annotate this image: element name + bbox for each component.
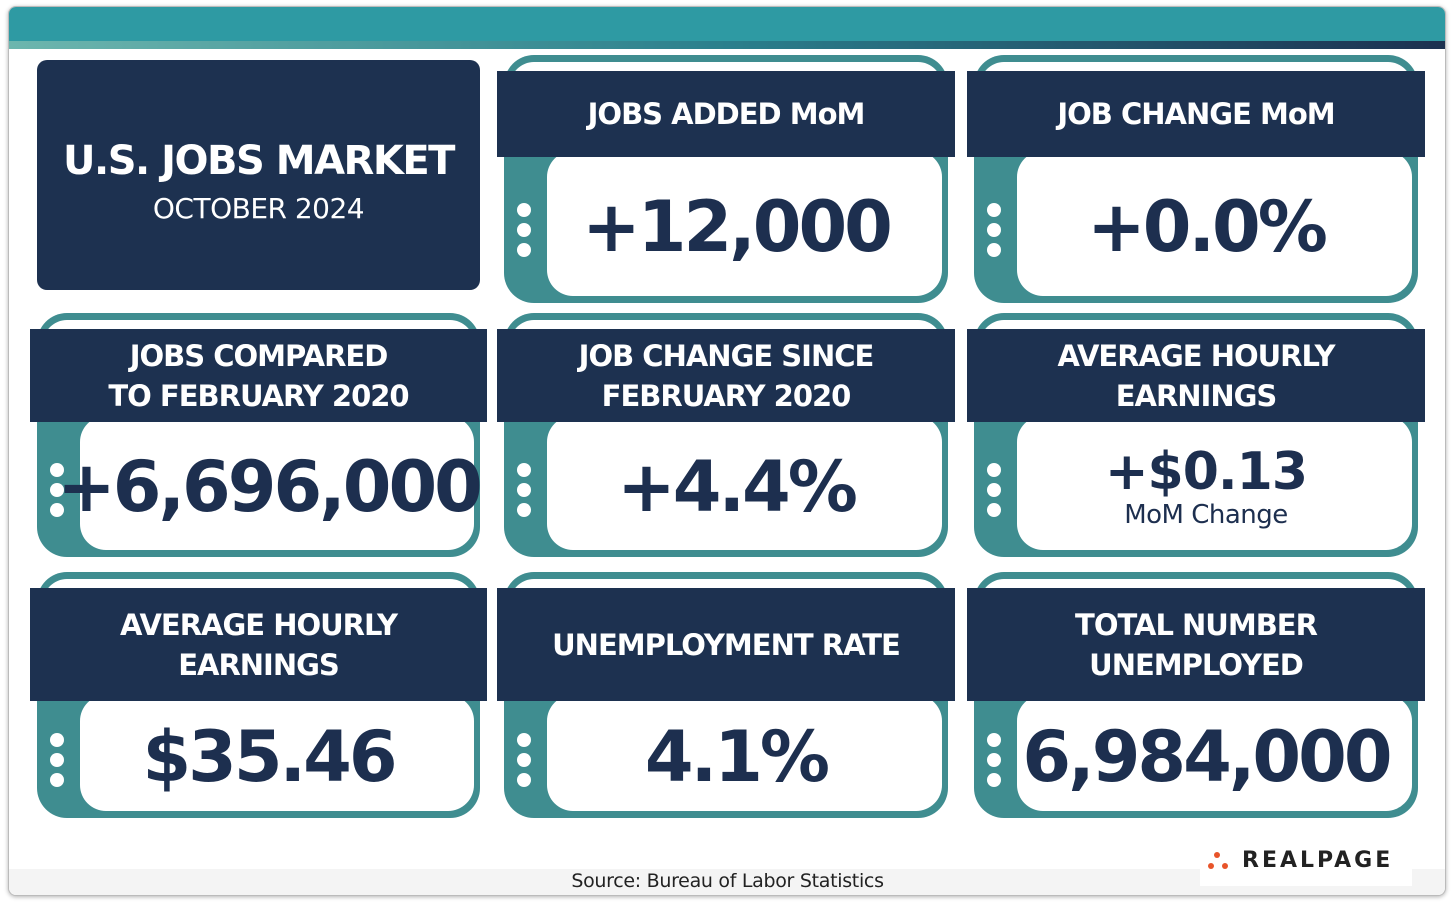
card-header: AVERAGE HOURLY EARNINGS	[967, 329, 1425, 422]
card-body	[80, 695, 474, 811]
card-header: TOTAL NUMBER UNEMPLOYED	[967, 588, 1425, 701]
card-title: UNEMPLOYED	[1089, 647, 1304, 682]
card-dot	[50, 502, 64, 517]
card-header: AVERAGE HOURLY EARNINGS	[30, 588, 487, 701]
card-dot	[50, 772, 64, 787]
card-title: FEBRUARY 2020	[601, 378, 852, 413]
card-dot	[517, 462, 531, 477]
stat-card: UNEMPLOYMENT RATE 4.1%	[497, 572, 955, 818]
card-dot	[987, 203, 1001, 217]
card-dot	[987, 752, 1001, 767]
card-body	[547, 695, 942, 811]
card-value: +0.0%	[1087, 186, 1328, 268]
card-dot	[517, 772, 531, 787]
card-dot	[517, 732, 531, 747]
card-body	[547, 416, 942, 550]
card-body	[1017, 151, 1412, 296]
logo: REALPAGE	[1200, 840, 1412, 886]
logo-dot	[1214, 852, 1220, 858]
card-dot	[50, 752, 64, 767]
card-value: +6,696,000	[57, 445, 483, 528]
title: U.S. JOBS MARKET	[63, 138, 455, 184]
card-dot	[50, 482, 64, 497]
card-title: JOBS ADDED MoM	[587, 97, 866, 131]
card-note: MoM Change	[1124, 499, 1288, 530]
card-header: JOB CHANGE SINCE FEBRUARY 2020	[497, 329, 955, 422]
card-dot	[50, 732, 64, 747]
stat-card: JOB CHANGE MoM +0.0%	[967, 55, 1425, 303]
card-dot	[987, 502, 1001, 517]
card-dot	[517, 203, 531, 217]
card-title: AVERAGE HOURLY	[1057, 338, 1336, 373]
card-dot	[517, 243, 531, 257]
stat-card: AVERAGE HOURLY EARNINGS $35.46	[30, 572, 487, 818]
card-header: JOBS ADDED MoM	[497, 71, 955, 157]
card-body	[80, 416, 474, 550]
card-title: JOBS COMPARED	[129, 338, 389, 373]
card-value: 6,984,000	[1022, 715, 1392, 798]
card-body	[1017, 416, 1412, 550]
card-title: JOB CHANGE SINCE	[578, 338, 875, 373]
title-box: U.S. JOBS MARKET OCTOBER 2024	[37, 60, 480, 290]
card-title: AVERAGE HOURLY	[120, 607, 398, 642]
logo-text: REALPAGE	[1242, 848, 1394, 873]
card-title: TO FEBRUARY 2020	[108, 378, 409, 413]
card-value: +12,000	[582, 186, 893, 268]
card-value: +$0.13	[1104, 441, 1308, 502]
card-dot	[50, 462, 64, 477]
card-body	[547, 151, 942, 296]
logo-dot	[1222, 863, 1228, 869]
stat-card: AVERAGE HOURLY EARNINGS +$0.13 MoM Change	[967, 313, 1425, 557]
top-stripe	[9, 41, 1445, 49]
card-dot	[517, 223, 531, 237]
card-title: UNEMPLOYMENT RATE	[552, 627, 901, 662]
card-dot	[987, 462, 1001, 477]
card-title: TOTAL NUMBER	[1075, 607, 1318, 642]
subtitle: OCTOBER 2024	[152, 192, 365, 225]
card-dot	[517, 502, 531, 517]
stat-card: JOB CHANGE SINCE FEBRUARY 2020 +4.4%	[497, 313, 955, 557]
logo-dot	[1208, 863, 1214, 869]
card-title: JOB CHANGE MoM	[1057, 97, 1335, 131]
card-body	[1017, 695, 1412, 811]
stat-card: TOTAL NUMBER UNEMPLOYED 6,984,000	[967, 572, 1425, 818]
card-dot	[987, 243, 1001, 257]
card-header: UNEMPLOYMENT RATE	[497, 588, 955, 701]
card-title: EARNINGS	[1115, 378, 1278, 413]
stat-card: JOBS ADDED MoM +12,000	[497, 55, 955, 303]
card-dot	[987, 223, 1001, 237]
card-header: JOB CHANGE MoM	[967, 71, 1425, 157]
stat-card: JOBS COMPARED TO FEBRUARY 2020 +6,696,000	[30, 313, 487, 557]
card-value: 4.1%	[644, 715, 830, 798]
card-dot	[987, 772, 1001, 787]
card-dot	[987, 732, 1001, 747]
card-title: EARNINGS	[178, 647, 340, 682]
card-value: $35.46	[142, 715, 397, 798]
card-dot	[987, 482, 1001, 497]
card-dot	[517, 752, 531, 767]
card-value: +4.4%	[617, 445, 858, 528]
top-bar	[9, 7, 1445, 41]
source: Source: Bureau of Labor Statistics	[571, 870, 884, 892]
card-header: JOBS COMPARED TO FEBRUARY 2020	[30, 329, 487, 422]
card-dot	[517, 482, 531, 497]
